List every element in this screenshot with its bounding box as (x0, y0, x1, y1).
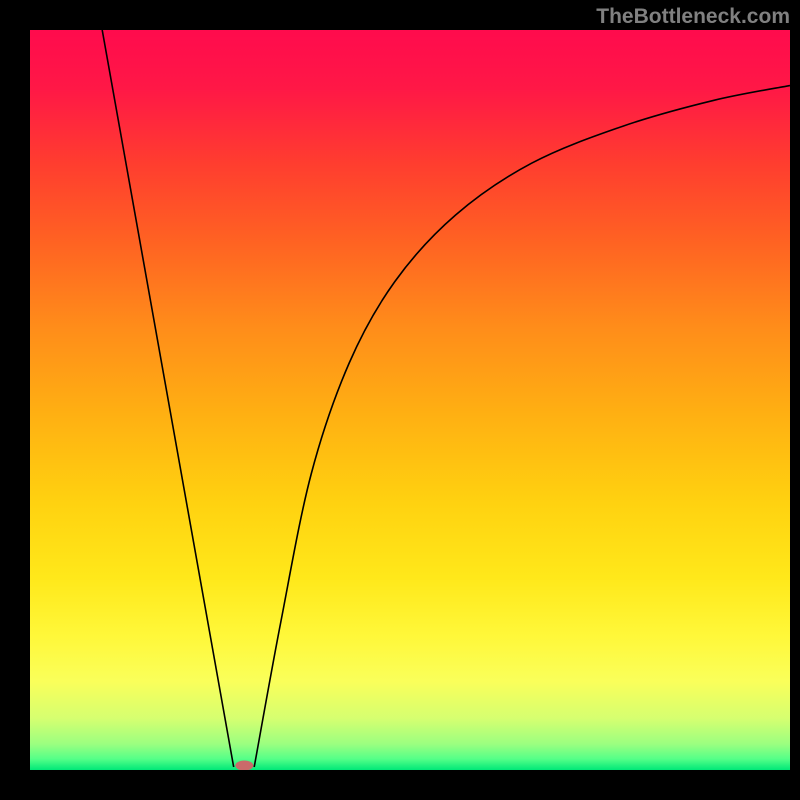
watermark-text: TheBottleneck.com (596, 5, 790, 29)
chart-plot-area (30, 30, 790, 770)
chart-svg (30, 30, 790, 770)
chart-background (30, 30, 790, 770)
